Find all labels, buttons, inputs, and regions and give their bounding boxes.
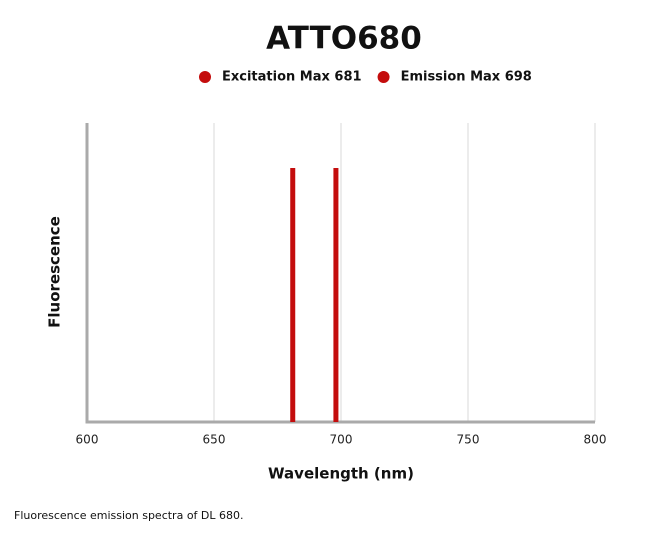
caption: Fluorescence emission spectra of DL 680. <box>14 509 244 522</box>
x-axis-label: Wavelength (nm) <box>268 465 414 483</box>
y-axis-label: Fluorescence <box>46 216 64 328</box>
legend-label: Emission Max 698 <box>401 70 532 85</box>
spectral-line <box>290 168 296 422</box>
x-tick-label: 750 <box>457 433 480 447</box>
legend-marker <box>199 71 211 83</box>
x-tick-label: 800 <box>584 433 607 447</box>
chart-title: ATTO680 <box>266 21 422 57</box>
spectral-line <box>333 168 339 422</box>
x-tick-label: 700 <box>330 433 353 447</box>
x-tick-label: 650 <box>203 433 226 447</box>
legend-label: Excitation Max 681 <box>222 70 362 85</box>
legend-marker <box>377 71 390 83</box>
x-tick-label: 600 <box>76 433 99 447</box>
